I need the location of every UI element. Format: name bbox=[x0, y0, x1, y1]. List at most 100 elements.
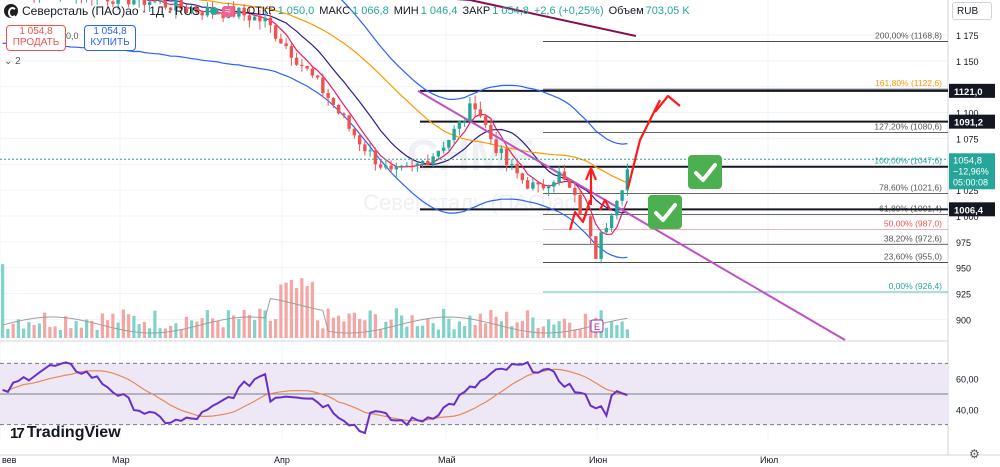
rsi-tick-label: 60,00 bbox=[956, 375, 979, 385]
candle-body bbox=[300, 64, 304, 67]
volume-bar bbox=[489, 310, 493, 338]
forecast-arrow-1 bbox=[568, 199, 592, 231]
level-axis-tag bbox=[949, 114, 995, 129]
volume-bar bbox=[74, 321, 78, 338]
time-tick-label: Июн bbox=[589, 455, 607, 465]
price-tick-label: 1 175 bbox=[956, 31, 979, 41]
close-value: 1 054,8 bbox=[492, 5, 529, 17]
volume-bar bbox=[463, 325, 467, 338]
market-status-dot-icon bbox=[210, 7, 219, 15]
volume-bar bbox=[137, 324, 141, 338]
volume-bar bbox=[226, 310, 230, 338]
candle-body bbox=[594, 236, 598, 259]
volume-bar bbox=[153, 310, 157, 338]
candle-body bbox=[499, 148, 504, 153]
volume-bar bbox=[163, 328, 167, 338]
volume-bar bbox=[568, 322, 572, 338]
price-tick-label: 1 100 bbox=[956, 109, 979, 119]
volume-bar bbox=[337, 315, 341, 338]
currency-selector[interactable]: RUB bbox=[952, 2, 992, 20]
volume-bar bbox=[64, 316, 68, 338]
volume-bar bbox=[505, 311, 509, 338]
candle-body bbox=[263, 17, 267, 22]
high-value: 1 066,8 bbox=[352, 5, 389, 17]
price-tick-label: 975 bbox=[956, 238, 971, 248]
candle-body bbox=[315, 75, 320, 78]
candle-body bbox=[520, 173, 525, 181]
last-price-tag bbox=[949, 153, 995, 190]
volume-bar bbox=[510, 326, 514, 338]
candle-body bbox=[441, 147, 446, 151]
time-tick-label: Июл bbox=[760, 455, 778, 465]
candle-body bbox=[378, 164, 383, 168]
symbol-title[interactable]: Северсталь (ПАО)ао · 1Д · RUS bbox=[22, 4, 201, 18]
volume-bar bbox=[415, 326, 419, 338]
candle-body bbox=[205, 6, 210, 16]
volume-bar bbox=[316, 320, 320, 338]
volume-bar bbox=[6, 328, 10, 338]
sell-button[interactable]: 1 054,8 ПРОДАТЬ bbox=[6, 25, 66, 51]
volume-bar bbox=[85, 319, 89, 338]
tradingview-mark-icon: 17 bbox=[10, 424, 25, 442]
downtrend-line bbox=[417, 89, 846, 341]
volume-bar bbox=[127, 314, 131, 338]
fib-level-label: 100,00% (1047,6) bbox=[874, 156, 942, 166]
candle-body bbox=[153, 1, 157, 3]
settings-gear-icon[interactable]: ⚙ bbox=[969, 447, 980, 461]
level-axis-tag-text: 1091,2 bbox=[954, 118, 983, 129]
candle-body bbox=[399, 165, 404, 167]
candle-body bbox=[504, 148, 509, 165]
fib-level-label: 23,60% (955,0) bbox=[884, 251, 942, 261]
watermark-name: Северсталь (ПАО)ао bbox=[363, 190, 577, 215]
volume-bar bbox=[32, 324, 36, 338]
candle-body bbox=[573, 187, 577, 196]
sell-label: ПРОДАТЬ bbox=[12, 37, 60, 48]
volume-bar bbox=[447, 318, 451, 338]
volume-bar bbox=[610, 321, 614, 338]
volume-bar bbox=[499, 321, 503, 338]
rsi-tick-label: 40,00 bbox=[956, 405, 979, 415]
volume-bar bbox=[573, 329, 577, 338]
fib-level-label: 0,00% (926,4) bbox=[889, 281, 943, 291]
volume-bar bbox=[405, 326, 409, 338]
volume-bar bbox=[258, 308, 262, 338]
volume-bar bbox=[615, 325, 619, 338]
volume-bar bbox=[389, 319, 393, 338]
data-badge-icon: ≈ bbox=[222, 5, 234, 17]
volume-bar bbox=[352, 312, 356, 338]
volume-bar bbox=[379, 328, 383, 338]
candle-body bbox=[247, 15, 252, 21]
volume-bar bbox=[132, 315, 136, 338]
price-tick-label: 1 150 bbox=[956, 57, 979, 67]
candle-body bbox=[452, 128, 456, 140]
check-target-2-mark-icon bbox=[654, 203, 677, 222]
time-tick-label: Май bbox=[438, 455, 456, 465]
volume-bar bbox=[268, 320, 272, 338]
check-target-2 bbox=[648, 195, 682, 229]
volume-bar bbox=[22, 328, 26, 338]
candle-body bbox=[268, 17, 273, 26]
volume-value: 703,05 K bbox=[645, 5, 690, 17]
indicators-collapse-button[interactable]: ⌄ 2 bbox=[4, 56, 21, 67]
tradingview-logo[interactable]: 17 TradingView bbox=[10, 424, 121, 442]
price-tick-label: 950 bbox=[956, 264, 971, 274]
last-change-text: −12,96% bbox=[953, 166, 989, 176]
volume-bar bbox=[69, 328, 73, 338]
buy-button[interactable]: 1 054,8 КУПИТЬ bbox=[84, 25, 136, 51]
low-label: МИН bbox=[393, 5, 419, 17]
candle-body bbox=[342, 113, 346, 116]
candle-body bbox=[478, 109, 483, 117]
price-tick-label: 925 bbox=[956, 289, 971, 299]
candle-body bbox=[373, 150, 378, 165]
candle-body bbox=[231, 6, 236, 17]
candle-body bbox=[179, 0, 183, 9]
arrowhead-1 bbox=[584, 166, 598, 181]
check-target-1 bbox=[688, 155, 722, 189]
candle-body bbox=[552, 182, 556, 187]
candle-body bbox=[200, 12, 204, 16]
candle-body bbox=[515, 164, 519, 174]
volume-bar bbox=[237, 319, 241, 338]
volume-bar bbox=[452, 329, 456, 338]
volume-bar bbox=[468, 315, 472, 338]
